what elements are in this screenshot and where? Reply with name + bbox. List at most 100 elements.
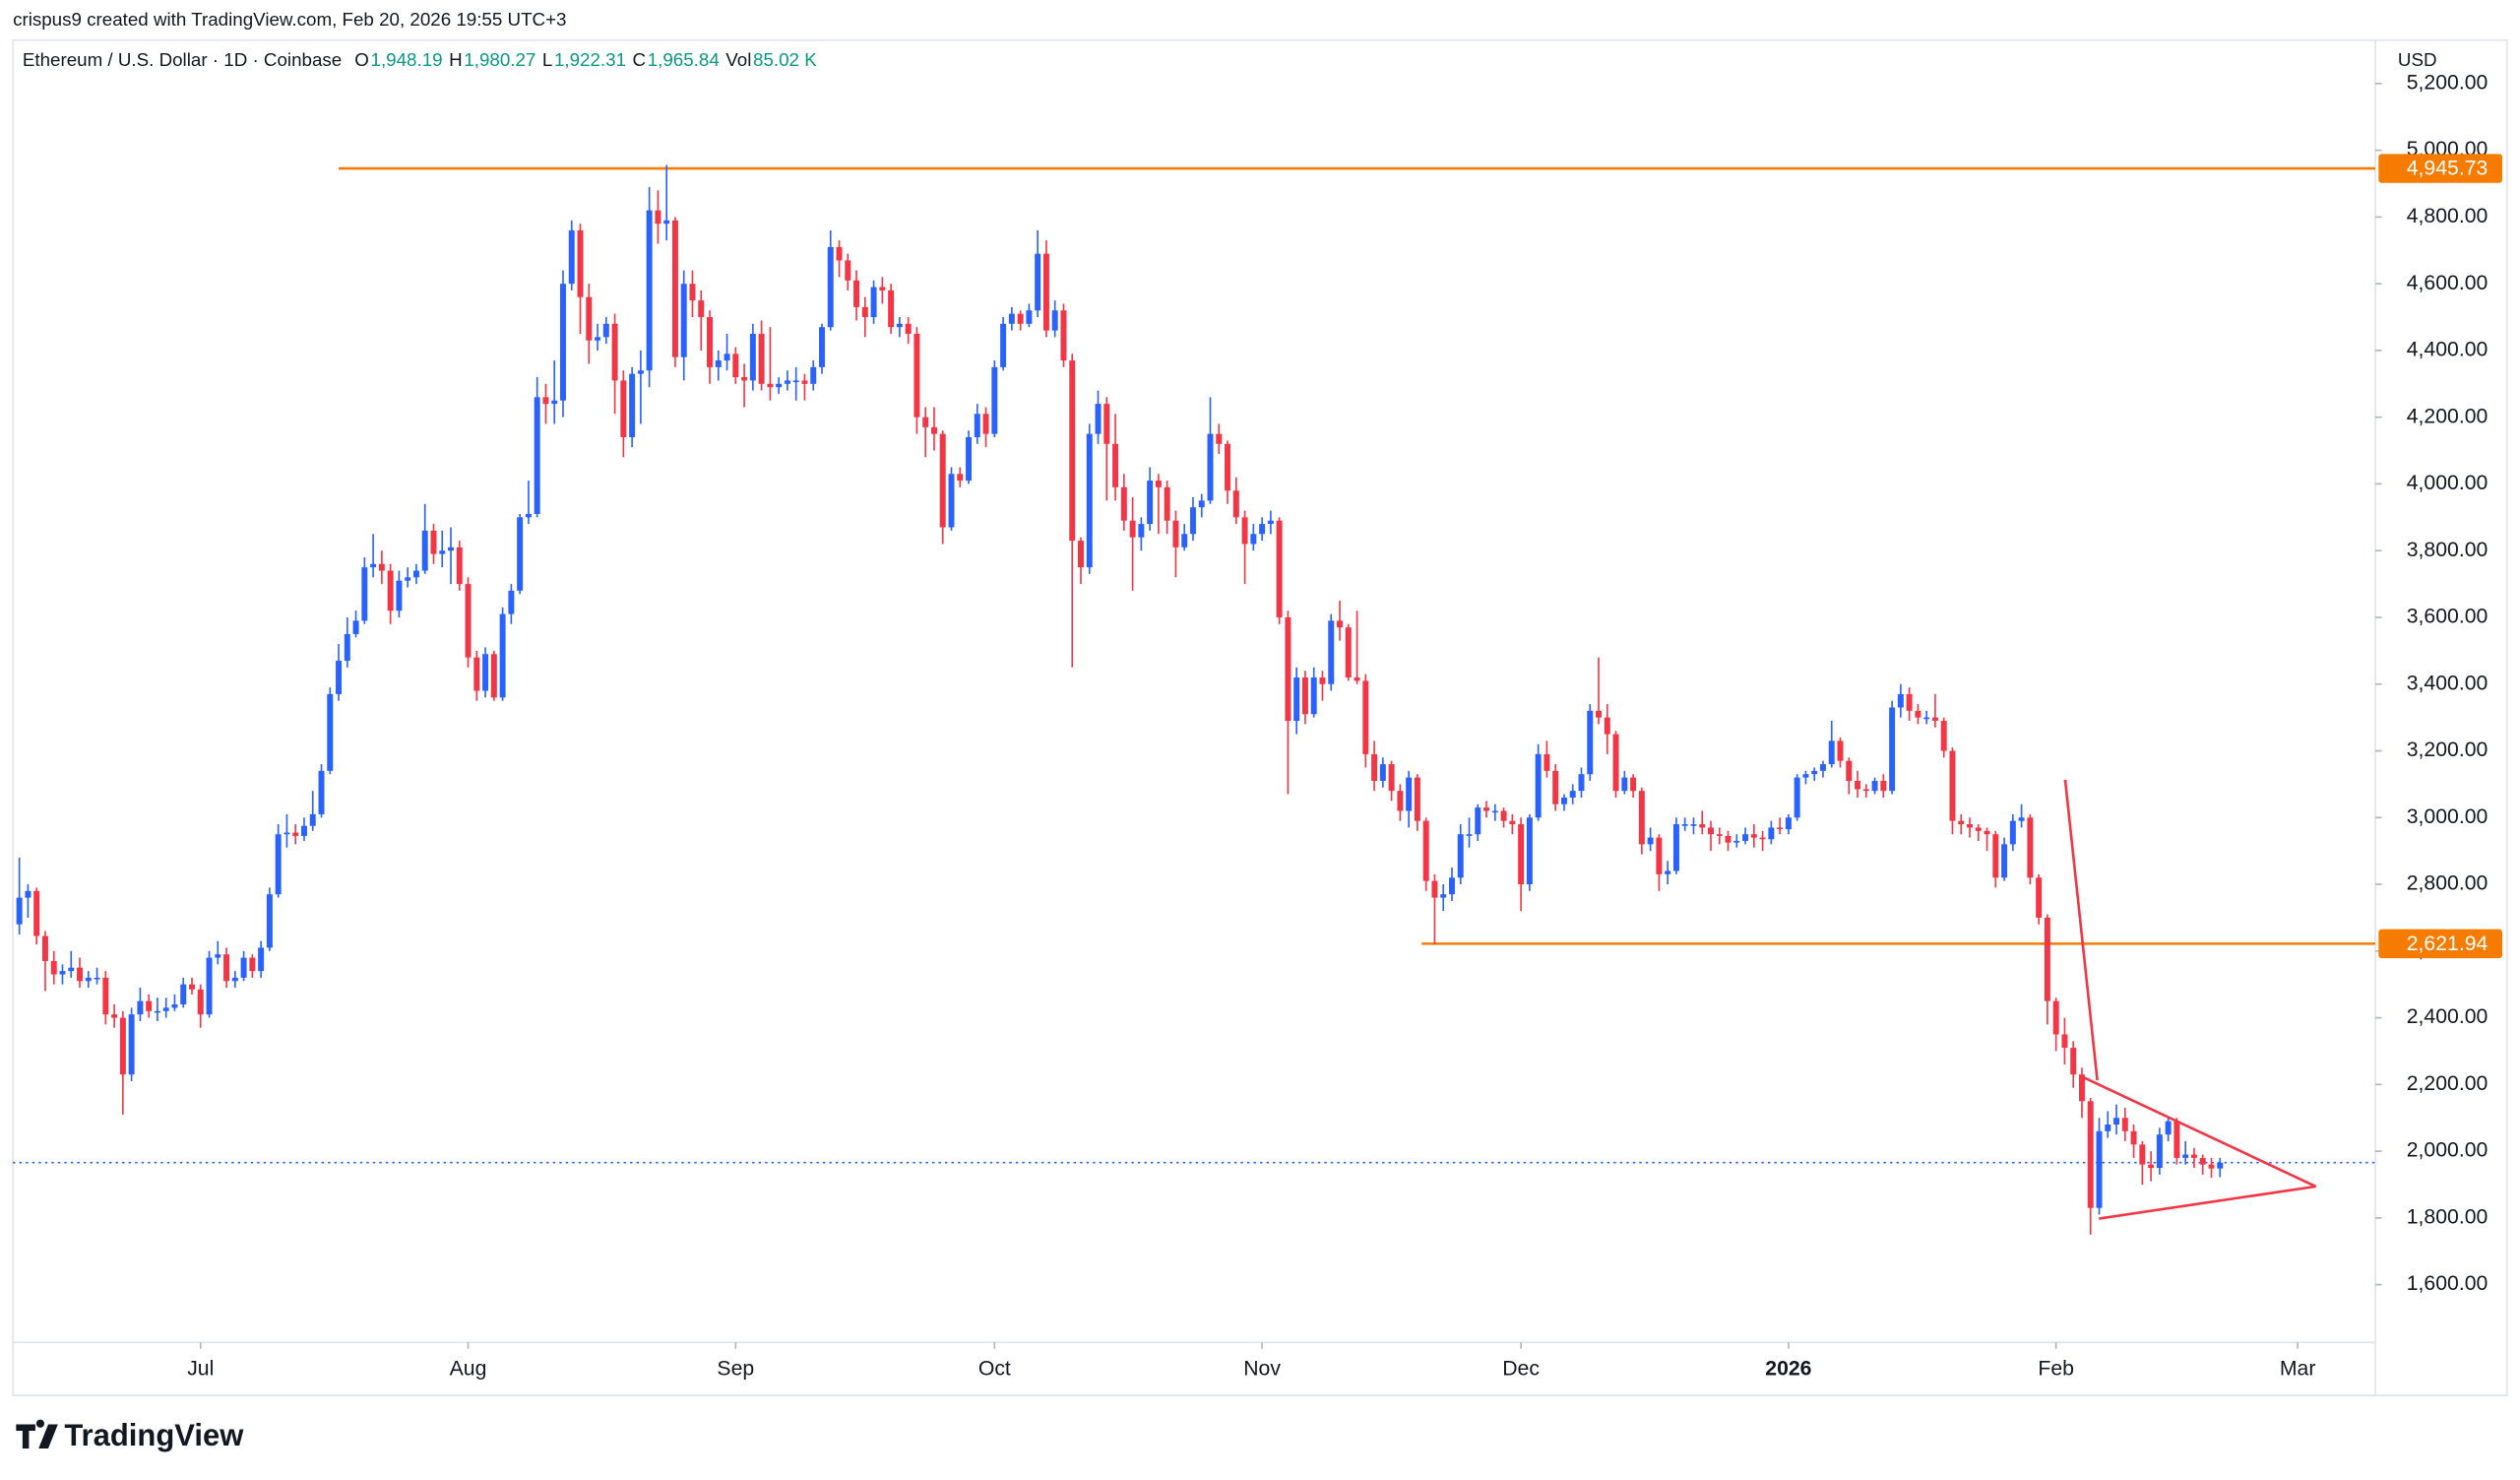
candle-body — [1147, 481, 1154, 525]
candle-body — [1560, 797, 1567, 804]
candle-body — [2036, 877, 2043, 918]
candle-body — [1681, 824, 1688, 826]
candle-body — [1301, 676, 1308, 715]
x-tick-label: Feb — [2038, 1358, 2074, 1381]
candle-body — [1164, 486, 1170, 521]
candle-body — [1129, 520, 1136, 538]
candle-body — [1958, 820, 1965, 825]
candle-body — [2148, 1164, 2155, 1169]
currency-background — [2378, 47, 2504, 76]
candle-body — [698, 300, 705, 318]
credit-text: crispus9 created with TradingView.com, F… — [13, 9, 566, 30]
candle-body — [292, 832, 299, 836]
trend-line — [2063, 779, 2099, 1081]
candle-body — [275, 834, 282, 895]
brand-icon — [16, 1419, 58, 1449]
candle-body — [1250, 534, 1257, 545]
candle-body — [1466, 834, 1473, 836]
candle-body — [1017, 313, 1024, 324]
candle-body — [1759, 837, 1766, 840]
candle-body — [914, 333, 920, 418]
candle-body — [1051, 310, 1058, 331]
candle-body — [119, 1017, 126, 1075]
candle-body — [715, 360, 722, 367]
candle-body — [412, 570, 419, 578]
candle-body — [1768, 827, 1775, 840]
x-tick-label: Sep — [717, 1358, 754, 1381]
candle-body — [1078, 541, 1084, 568]
candle-body — [1103, 404, 1110, 444]
candle-body — [1328, 620, 1335, 684]
candle-body — [473, 657, 480, 691]
candle-body — [637, 370, 644, 374]
candle-body — [2165, 1121, 2172, 1135]
candle-body — [111, 1014, 118, 1018]
candle-body — [1785, 817, 1792, 830]
candle-body — [456, 547, 463, 585]
level-label-box — [2378, 929, 2503, 959]
candle-body — [1716, 834, 1723, 836]
candle-body — [879, 287, 886, 290]
candle-body — [1397, 791, 1404, 811]
candle-body — [309, 813, 316, 826]
candle-body — [1457, 834, 1464, 878]
candle-body — [1440, 894, 1447, 898]
legend-key: H — [449, 49, 463, 70]
candle-body — [327, 693, 334, 771]
candle-body — [1819, 764, 1826, 771]
candle-body — [1337, 620, 1343, 628]
candle-body — [2121, 1118, 2128, 1131]
candle-body — [430, 530, 437, 554]
candle-body — [1621, 777, 1628, 792]
candle-body — [2096, 1130, 2103, 1208]
candle-body — [1207, 433, 1214, 501]
candle-body — [1880, 781, 1887, 792]
candle-body — [1828, 740, 1835, 765]
candle-body — [870, 287, 877, 318]
candle-body — [1172, 520, 1179, 547]
candle-body — [1802, 774, 1809, 778]
candle-body — [1181, 534, 1188, 547]
y-tick-label: 4,400.00 — [2407, 339, 2488, 361]
candle-body — [1940, 721, 1947, 751]
x-tick-label: Nov — [1243, 1358, 1281, 1381]
candle-body — [1491, 810, 1498, 813]
candle-body — [240, 957, 247, 978]
candle-body — [671, 220, 678, 357]
candle-body — [595, 337, 601, 341]
candle-body — [680, 284, 687, 357]
candle-body — [41, 935, 48, 961]
candle-body — [2044, 917, 2050, 1001]
candle-body — [957, 474, 964, 482]
legend-key: L — [542, 49, 552, 70]
candle-body — [767, 383, 774, 388]
candle-body — [991, 366, 998, 434]
y-tick-label: 4,000.00 — [2407, 472, 2488, 494]
candle-body — [1855, 781, 1861, 790]
candle-body — [1638, 791, 1645, 845]
candle-body — [2061, 1034, 2068, 1049]
y-tick-label: 3,400.00 — [2407, 672, 2488, 694]
candle-body — [490, 654, 497, 698]
candle-body — [2070, 1048, 2077, 1075]
candle-body — [231, 977, 238, 982]
candle-body — [1811, 770, 1818, 775]
candle-body — [1915, 710, 1922, 718]
y-tick-label: 3,200.00 — [2407, 739, 2488, 761]
candle-body — [1475, 807, 1481, 835]
candle-body — [1923, 717, 1930, 720]
candle-body — [1630, 777, 1637, 792]
candle-body — [2027, 817, 2034, 878]
candle-body — [1967, 824, 1973, 828]
candle-body — [33, 890, 40, 936]
legend-key: O — [354, 49, 369, 70]
candle-body — [1889, 707, 1896, 792]
candle-body — [1008, 313, 1015, 324]
candle-body — [620, 380, 627, 438]
candle-body — [1026, 310, 1033, 324]
candle-body — [344, 633, 350, 662]
candle-body — [1984, 830, 1990, 835]
candle-body — [749, 333, 756, 381]
candle-body — [930, 426, 937, 434]
